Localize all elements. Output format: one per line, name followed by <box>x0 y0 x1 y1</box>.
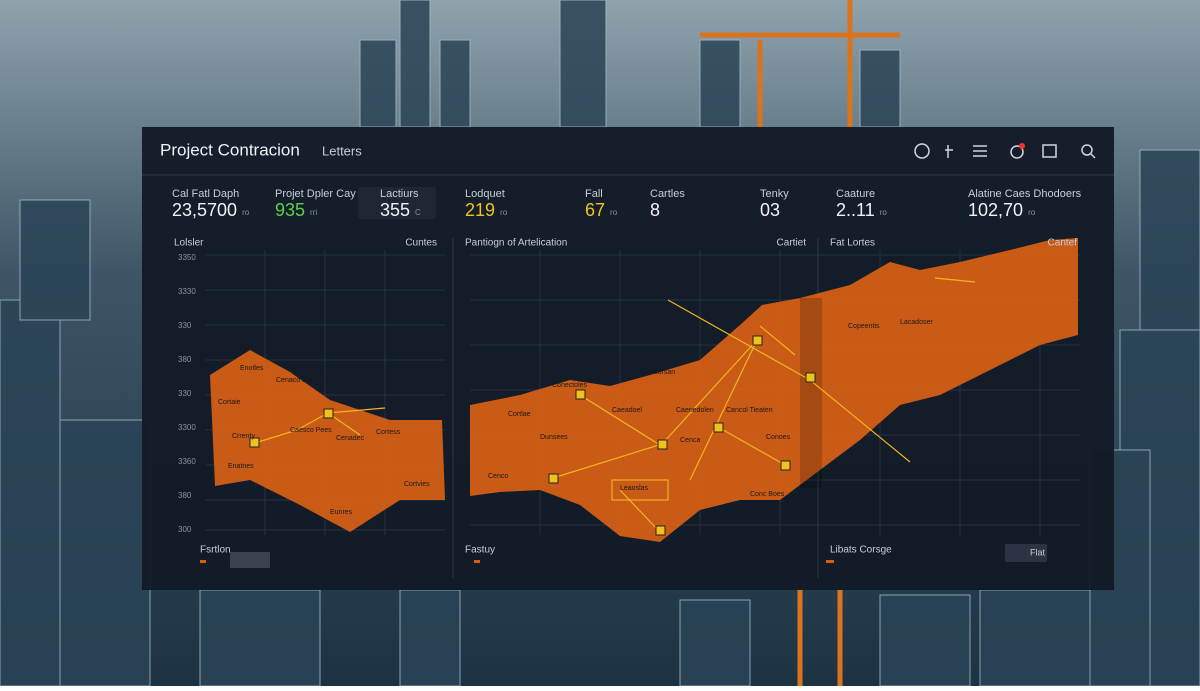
map-label: Cnos Sinel <box>302 377 336 384</box>
map-label: Caesco Pees <box>290 427 332 434</box>
legend-swatch <box>826 560 834 563</box>
map-label: Conc Boes <box>750 491 785 498</box>
map-label: Lacadoser <box>900 319 933 326</box>
map-label: Enotles <box>240 365 264 372</box>
map-label: Fesorsan <box>646 369 675 376</box>
panel-footer: Libats Corsge <box>830 545 892 556</box>
map-label: Cortnes <box>228 345 253 352</box>
panel-footer: Fastuy <box>465 545 495 556</box>
kpi-value: 935 <box>275 200 305 220</box>
kpi-unit: C <box>415 208 421 217</box>
kpi-unit: ro <box>610 208 618 217</box>
panel-title: Fat Lortes <box>830 238 875 249</box>
kpi-label: Lactiurs <box>380 188 419 200</box>
kpi-label: Cal Fatl Daph <box>172 188 239 200</box>
shade-band <box>800 298 822 488</box>
kpi-label: Alatine Caes Dhodoers <box>968 188 1082 200</box>
kpi-label: Fall <box>585 188 603 200</box>
map-label: Cortaie <box>218 399 241 406</box>
map-label: Caeadoel <box>612 407 642 414</box>
map-label: Eunres <box>330 509 353 516</box>
map-label: Conoes <box>766 434 791 441</box>
kpi-value: 102,70 <box>968 200 1023 220</box>
footer-chip <box>230 552 270 568</box>
map-label: Cancol Tieaten <box>726 407 773 414</box>
axis-label: 3300 <box>178 423 196 432</box>
panel-action: Cuntes <box>405 238 437 249</box>
kpi-value: 2..11 <box>836 200 875 220</box>
app-title: Project Contracion <box>160 140 300 159</box>
kpi-label: Caature <box>836 188 875 200</box>
map-label: Cenca <box>680 437 700 444</box>
map-label: Caenedolen <box>676 407 714 414</box>
panel-footer: Fsrtlon <box>200 545 231 556</box>
kpi-unit: rri <box>310 208 317 217</box>
kpi-label: Cartles <box>650 188 685 200</box>
callout-box <box>611 479 669 501</box>
kpi-unit: ro <box>880 208 888 217</box>
nav-tab[interactable]: Letters <box>322 143 362 158</box>
axis-label: 3330 <box>178 287 196 296</box>
kpi-value: 67 <box>585 200 605 220</box>
axis-label: 380 <box>178 491 192 500</box>
map-label: Cortvies <box>404 481 430 488</box>
region-shape <box>210 350 445 532</box>
map-label: Conectoles <box>552 382 588 389</box>
network-nodes <box>249 335 816 536</box>
axis-label: 3360 <box>178 457 196 466</box>
kpi-unit: ro <box>500 208 508 217</box>
kpi-value: 355 <box>380 200 410 220</box>
axis-label: 3350 <box>178 253 196 262</box>
kpi-label: Tenky <box>760 188 789 200</box>
map-label: Cenco <box>488 473 508 480</box>
map-label: Cortlae <box>508 411 531 418</box>
kpi-value: 03 <box>760 200 780 220</box>
map-label: Cenadec <box>336 435 365 442</box>
axis-label: 330 <box>178 389 192 398</box>
kpi-unit: ro <box>242 208 250 217</box>
kpi-label: Projet Dpler Cay <box>275 188 356 200</box>
panel-action: Cantef <box>1048 238 1078 249</box>
kpi-value: 23,5700 <box>172 200 237 220</box>
kpi-unit: ro <box>1028 208 1036 217</box>
header-icons[interactable] <box>914 143 1096 159</box>
legend-swatch <box>474 560 480 563</box>
axis-label: 380 <box>178 355 192 364</box>
map-label: Enatnes <box>228 463 254 470</box>
kpi-label: Lodquet <box>465 188 505 200</box>
legend-swatch <box>200 560 206 563</box>
map-label: Leaoslas <box>620 485 649 492</box>
map-label: Cenaco Ibisti <box>276 377 317 384</box>
kpi-value: 219 <box>465 200 495 220</box>
kpi-value: 8 <box>650 200 660 220</box>
panel-action: Cartiet <box>777 238 807 249</box>
notification-dot <box>1019 143 1025 149</box>
network-links <box>254 277 976 531</box>
cranes <box>700 0 900 686</box>
axis-label: 330 <box>178 321 192 330</box>
axis-label: 300 <box>178 525 192 534</box>
panel-title: Pantiogn of Artelication <box>465 238 567 249</box>
map-label: Copeentis <box>848 323 880 330</box>
panel-title: Lolsler <box>174 238 204 249</box>
kpi-highlight <box>358 187 436 219</box>
map-label: Dunsees <box>540 434 568 441</box>
map-label: Cortess <box>376 429 401 436</box>
flat-button-bg[interactable] <box>1005 544 1047 562</box>
flat-button[interactable]: Flat <box>1030 547 1046 557</box>
region-shape <box>470 238 1078 542</box>
map-label: Crrenty <box>232 433 255 440</box>
